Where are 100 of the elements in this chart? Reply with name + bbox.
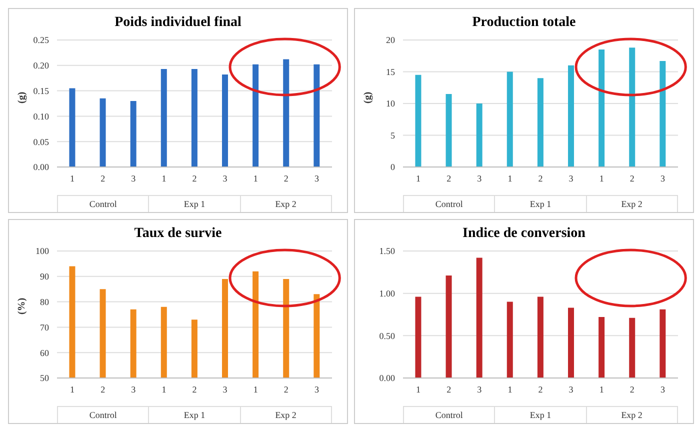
x-tick-label: 3 <box>477 384 482 394</box>
chart-title: Indice de conversion <box>462 226 586 243</box>
y-tick-label: 0.50 <box>379 330 396 341</box>
bar <box>69 88 76 167</box>
x-tick-label: 2 <box>284 384 288 394</box>
x-tick-label: 1 <box>70 384 75 394</box>
text: Exp 1 <box>148 196 240 212</box>
x-tick-label: 1 <box>162 384 166 394</box>
text: Control <box>403 407 494 423</box>
bar <box>598 50 605 167</box>
text: Exp 2 <box>240 196 332 212</box>
x-tick-label: 2 <box>538 384 543 394</box>
bar <box>130 100 136 167</box>
bar <box>100 98 106 167</box>
y-tick-label: 100 <box>36 246 50 256</box>
bar <box>476 104 482 167</box>
x-tick-label: 1 <box>253 384 258 394</box>
chart-title: Production totale <box>471 15 577 32</box>
bar <box>660 60 666 167</box>
x-tick-label: 2 <box>446 173 452 184</box>
y-tick-label: 0.05 <box>33 136 50 147</box>
x-tick-label: 1 <box>70 173 75 184</box>
x-tick-label: 3 <box>568 384 574 394</box>
y-tick-label: 0.00 <box>379 373 396 384</box>
bar <box>660 309 666 378</box>
text: Exp 2 <box>240 407 332 423</box>
bar <box>568 65 574 167</box>
x-tick-label: 2 <box>192 173 197 184</box>
bar <box>506 72 513 167</box>
x-tick-label: 3 <box>660 384 666 394</box>
y-tick-label: 0.20 <box>33 60 50 71</box>
y-tick-label: 0.10 <box>33 111 50 122</box>
text: Exp 1 <box>148 407 240 423</box>
y-tick-label: 0.15 <box>33 86 50 96</box>
bar <box>160 68 167 167</box>
x-tick-label: 3 <box>314 173 320 184</box>
x-tick-label: 1 <box>599 384 604 394</box>
text: Exp 2 <box>586 407 678 423</box>
y-tick-label: 90 <box>40 272 50 282</box>
x-tick-label: 3 <box>314 384 320 394</box>
bar <box>252 64 259 167</box>
y-tick-label: 70 <box>40 322 50 332</box>
x-tick-label: 1 <box>508 384 512 394</box>
bar <box>191 68 198 167</box>
x-tick-label: 3 <box>660 173 666 184</box>
bar <box>446 276 452 378</box>
y-tick-label: 1.50 <box>379 246 396 256</box>
bar <box>314 64 320 167</box>
bar <box>568 308 574 378</box>
x-tick-label: 1 <box>599 173 604 184</box>
y-tick-label: 0 <box>390 162 396 172</box>
y-tick-label: 20 <box>386 35 396 46</box>
x-tick-label: 3 <box>222 384 228 394</box>
y-axis-title: (%) <box>16 298 28 314</box>
y-tick-label: 5 <box>390 130 396 140</box>
text: Control <box>403 196 494 212</box>
bar <box>506 302 513 378</box>
x-tick-label: 1 <box>508 173 512 184</box>
x-tick-label: 2 <box>100 384 106 394</box>
bar <box>598 317 605 378</box>
bar <box>415 74 422 167</box>
x-tick-label: 3 <box>131 173 136 184</box>
x-tick-label: 2 <box>284 173 288 184</box>
text: Exp 1 <box>494 407 586 423</box>
x-tick-label: 3 <box>131 384 136 394</box>
text: Control <box>57 196 148 212</box>
y-tick-label: 10 <box>386 98 396 109</box>
x-tick-label: 2 <box>538 173 543 184</box>
x-tick-label: 1 <box>416 173 421 184</box>
bar <box>537 78 544 167</box>
x-tick-label: 1 <box>253 173 258 184</box>
bar <box>537 296 544 378</box>
bar <box>629 48 636 167</box>
x-tick-label: 3 <box>222 173 228 184</box>
x-tick-label: 3 <box>477 173 482 184</box>
y-tick-label: 15 <box>386 66 396 77</box>
bar <box>476 258 482 378</box>
y-axis-title: (g) <box>362 92 374 104</box>
chart-title: Taux de survie <box>133 226 223 243</box>
text: Exp 2 <box>586 196 678 212</box>
text: Exp 1 <box>494 196 586 212</box>
y-axis-title: (g) <box>16 92 28 104</box>
x-tick-label: 3 <box>568 173 574 184</box>
x-tick-label: 1 <box>416 384 421 394</box>
x-tick-label: 2 <box>630 173 634 184</box>
bar <box>629 318 636 378</box>
x-tick-label: 2 <box>446 384 452 394</box>
y-tick-label: 60 <box>40 348 50 358</box>
bar <box>415 296 422 378</box>
y-tick-label: 0.00 <box>33 162 50 172</box>
x-tick-label: 1 <box>162 173 166 184</box>
x-tick-label: 2 <box>192 384 197 394</box>
y-tick-label: 0.25 <box>33 35 50 46</box>
bar <box>446 94 452 167</box>
bar <box>222 74 228 167</box>
x-tick-label: 2 <box>100 173 106 184</box>
y-tick-label: 50 <box>40 373 50 384</box>
y-tick-label: 1.00 <box>379 288 396 299</box>
x-tick-label: 2 <box>630 384 634 394</box>
text: Control <box>57 407 148 423</box>
